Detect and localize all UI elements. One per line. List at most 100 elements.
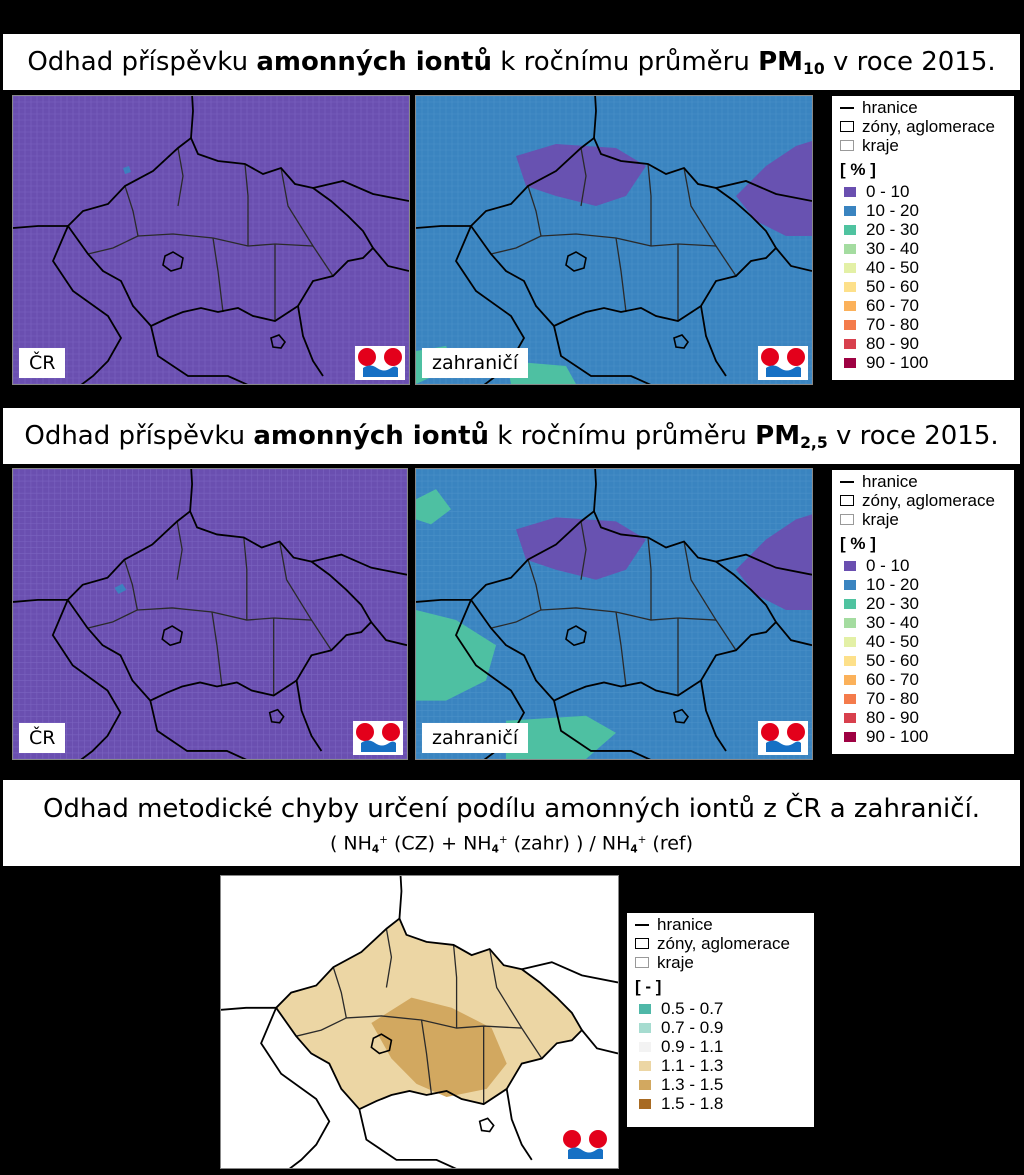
formula-part: (zahr) ) / NH <box>507 832 631 855</box>
state-border <box>700 305 727 377</box>
legend-class-item: 0.9 - 1.1 <box>633 1037 808 1056</box>
map-cr-pm10: ČR <box>12 95 410 385</box>
legend-swatch <box>844 186 856 197</box>
region-boundary <box>177 147 184 207</box>
logo-circle <box>761 348 779 366</box>
legend-label: 10 - 20 <box>866 575 919 594</box>
legend-label: kraje <box>862 510 899 529</box>
logo-wave <box>568 1147 603 1159</box>
state-border <box>370 621 407 647</box>
state-border <box>66 136 375 328</box>
legend-class-item: 0.5 - 0.7 <box>633 999 808 1018</box>
logo-wave <box>363 365 398 377</box>
legend-label: hranice <box>862 472 918 491</box>
legend-label: 60 - 70 <box>866 296 919 315</box>
logo-circle <box>787 723 805 741</box>
zone-boundary <box>161 625 184 647</box>
legend-class-item: 40 - 50 <box>838 632 1008 651</box>
state-border <box>221 1006 277 1011</box>
legend-label: hranice <box>657 915 713 934</box>
legend-class-item: 90 - 100 <box>838 727 1008 746</box>
legend-class-item: 70 - 80 <box>838 315 1008 334</box>
formula-part: (CZ) + NH <box>387 832 492 855</box>
state-border <box>358 1108 457 1168</box>
formula-sup: + <box>498 834 508 846</box>
logo-circle <box>358 348 376 366</box>
state-border <box>521 961 618 984</box>
legend-swatch <box>844 224 856 235</box>
region-boundary <box>279 541 313 621</box>
logo-circle <box>563 1130 581 1148</box>
legend-boundary-item: kraje <box>838 510 1008 529</box>
title-pm10: Odhad příspěvku amonných iontů k ročnímu… <box>3 34 1020 90</box>
logo-wave <box>361 740 396 752</box>
title-pm-sub: 2,5 <box>800 433 828 452</box>
legend-label: 20 - 30 <box>866 594 919 613</box>
legend-label: 60 - 70 <box>866 670 919 689</box>
region-boundary <box>123 559 139 611</box>
map-grid <box>416 96 812 384</box>
logo-circle <box>787 348 805 366</box>
legend-swatch <box>844 357 856 368</box>
zone-boundary <box>268 708 285 724</box>
legend-label: 30 - 40 <box>866 613 919 632</box>
region-boundary <box>87 235 139 255</box>
logo-gap <box>581 1134 589 1144</box>
legend-swatch <box>639 1098 651 1109</box>
legend-swatch <box>844 243 856 254</box>
legend-class-item: 10 - 20 <box>838 201 1008 220</box>
state-border <box>189 469 193 512</box>
zone-boundary <box>565 625 587 647</box>
legend-label: 80 - 90 <box>866 708 919 727</box>
legend-label: 80 - 90 <box>866 334 919 353</box>
legend-class-item: 1.3 - 1.5 <box>633 1075 808 1094</box>
legend-swatch <box>844 598 856 609</box>
state-border <box>297 305 324 377</box>
legend-swatch <box>844 655 856 666</box>
title-text: k ročnímu průměru <box>491 47 759 77</box>
region-boundary <box>580 147 587 207</box>
legend-swatch <box>844 693 856 704</box>
map-area-20-30 <box>416 609 496 701</box>
map-area-0-10 <box>516 144 646 206</box>
state-border <box>190 96 194 139</box>
legend-boundary-item: zóny, aglomerace <box>838 117 1008 136</box>
region-boundary <box>527 559 542 611</box>
map-area-20-30 <box>416 489 451 525</box>
state-border <box>581 1029 618 1055</box>
logo-circle <box>589 1130 607 1148</box>
state-border <box>260 1007 331 1168</box>
legend-swatch <box>844 300 856 311</box>
zone-boundary <box>673 334 690 349</box>
map-zahranici-pm25: zahraničí <box>415 468 813 760</box>
region-boundary <box>521 1027 543 1059</box>
zone-boundary <box>478 1117 495 1133</box>
legend-label: 90 - 100 <box>866 727 929 746</box>
legend-swatch <box>844 617 856 628</box>
legend-symbol <box>838 510 858 529</box>
logo-gap <box>374 727 382 737</box>
legend-class-item: 1.1 - 1.3 <box>633 1056 808 1075</box>
map-area-0-10 <box>736 514 812 610</box>
formula-part: (ref) <box>646 832 694 855</box>
map-grid <box>13 96 409 384</box>
legend-swatch <box>639 1003 651 1014</box>
region-boundary <box>124 185 139 237</box>
legend-swatch <box>844 579 856 590</box>
region-boundary <box>540 607 717 621</box>
state-border <box>505 1088 533 1161</box>
title-error-line1: Odhad metodické chyby určení podílu amon… <box>42 794 981 824</box>
legend-label: 40 - 50 <box>866 632 919 651</box>
label-zahranici: zahraničí <box>422 723 529 753</box>
legend-symbol <box>633 915 653 934</box>
legend-swatch <box>844 205 856 216</box>
legend-symbol <box>838 136 858 155</box>
map-area-0-10 <box>736 141 812 236</box>
legend-swatch <box>639 1060 651 1071</box>
legend-label: 90 - 100 <box>866 353 929 372</box>
state-border <box>715 553 812 576</box>
map-area-1.3-1.5 <box>371 997 507 1098</box>
boundaries-group <box>13 469 407 759</box>
logo-icon <box>355 346 405 380</box>
state-border <box>13 225 68 229</box>
